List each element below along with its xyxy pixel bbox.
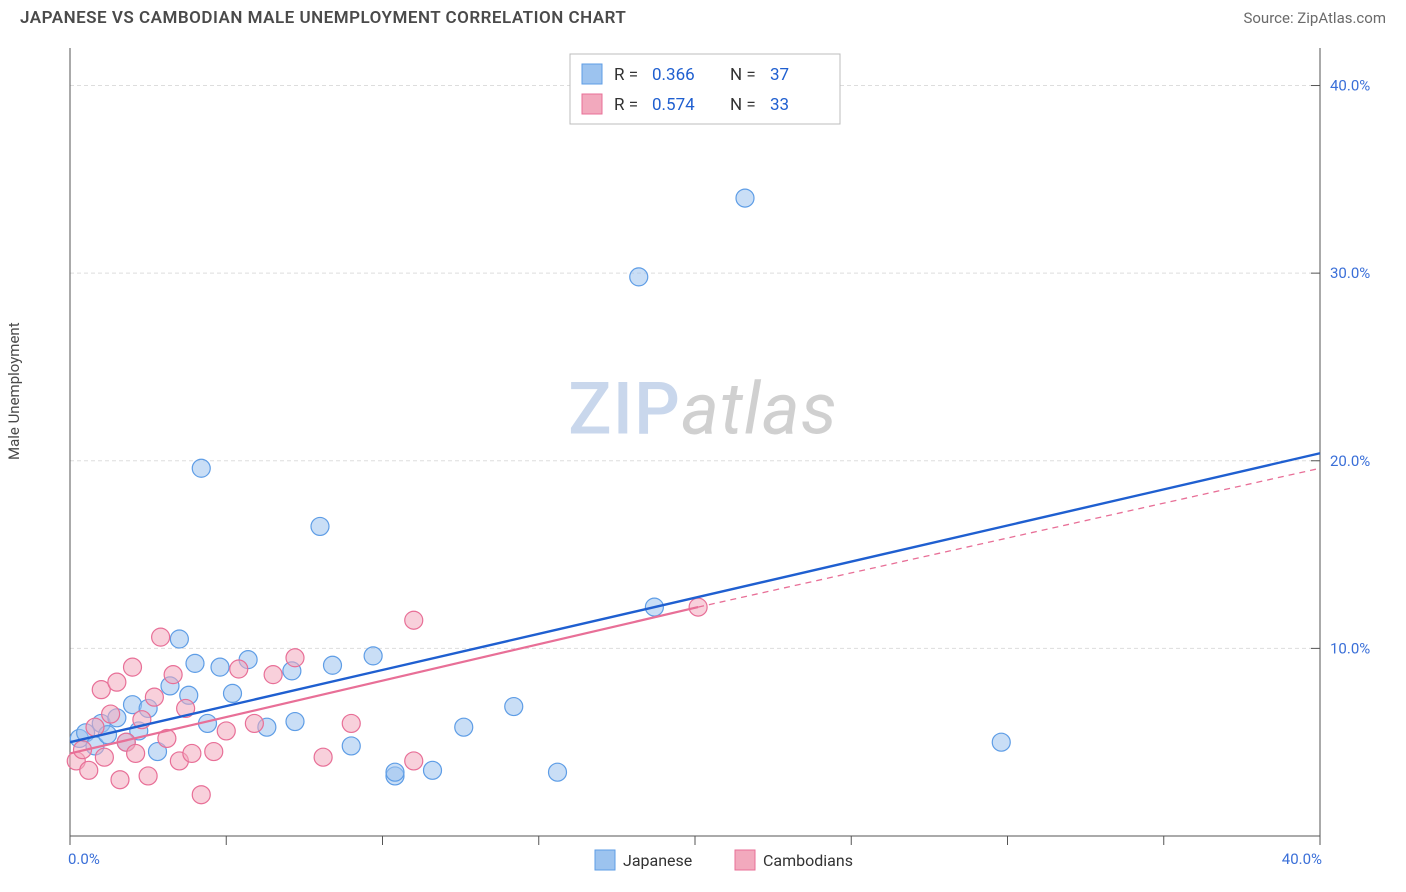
scatter-chart: 0.0% 40.0% 10.0% 20.0% 30.0% 40.0% R = 0.366 N =… — [20, 38, 1386, 882]
svg-text:R =: R = — [614, 65, 638, 85]
svg-text:0.366: 0.366 — [652, 65, 695, 85]
svg-text:Cambodians: Cambodians — [763, 851, 853, 870]
svg-text:30.0%: 30.0% — [1330, 264, 1370, 282]
svg-text:40.0%: 40.0% — [1282, 850, 1322, 868]
svg-text:N =: N = — [730, 95, 756, 115]
svg-text:37: 37 — [770, 65, 789, 85]
svg-text:R =: R = — [614, 95, 638, 115]
svg-text:20.0%: 20.0% — [1330, 452, 1370, 470]
svg-text:33: 33 — [770, 95, 789, 115]
y-axis-label: Male Unemployment — [5, 322, 23, 460]
chart-title: JAPANESE VS CAMBODIAN MALE UNEMPLOYMENT … — [20, 8, 626, 28]
source-text: Source: ZipAtlas.com — [1243, 9, 1386, 27]
svg-text:N =: N = — [730, 65, 756, 85]
svg-text:0.574: 0.574 — [652, 95, 695, 115]
chart-area: Male Unemployment 0.0%40.0%10.0%20.0%30.… — [20, 38, 1386, 882]
svg-text:40.0%: 40.0% — [1330, 77, 1370, 95]
svg-text:Japanese: Japanese — [623, 851, 692, 870]
svg-text:10.0%: 10.0% — [1330, 639, 1370, 657]
svg-text:0.0%: 0.0% — [68, 850, 100, 868]
